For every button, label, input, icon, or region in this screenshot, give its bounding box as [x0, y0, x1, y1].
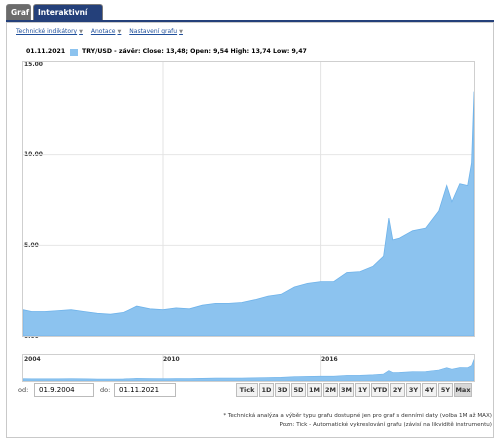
- note-tick: Pozn: Tick - Automatické vykreslování gr…: [279, 422, 492, 428]
- to-date-input[interactable]: 01.11.2021: [114, 383, 176, 397]
- range-button-max[interactable]: Max: [454, 383, 472, 397]
- range-button-3y[interactable]: 3Y: [406, 383, 421, 397]
- price-chart[interactable]: [22, 61, 475, 337]
- chart-panel: [6, 22, 494, 438]
- chart-settings-label: Nastavení grafu: [129, 28, 178, 35]
- to-label: do:: [100, 386, 111, 394]
- technical-indicators-menu[interactable]: Technické indikátory ▼: [16, 28, 83, 35]
- chevron-down-icon: ▼: [79, 29, 83, 35]
- range-button-4y[interactable]: 4Y: [422, 383, 437, 397]
- y-tick-label: 15.00: [24, 61, 43, 68]
- navigator-label: 2010: [163, 356, 180, 363]
- price-chart-svg: [22, 62, 475, 337]
- range-button-3m[interactable]: 3M: [339, 383, 354, 397]
- chevron-down-icon: ▼: [179, 29, 183, 35]
- range-button-1y[interactable]: 1Y: [355, 383, 370, 397]
- range-button-5y[interactable]: 5Y: [438, 383, 453, 397]
- legend-series-text: TRY/USD - závěr: Close: 13,48; Open: 9,5…: [82, 48, 307, 55]
- chevron-down-icon: ▼: [117, 29, 122, 35]
- chart-toolbar: Technické indikátory ▼ Anotace ▼ Nastavení…: [16, 28, 189, 40]
- navigator[interactable]: [22, 354, 475, 382]
- navigator-svg: [22, 355, 475, 382]
- range-button-2m[interactable]: 2M: [323, 383, 338, 397]
- range-button-5d[interactable]: 5D: [291, 383, 306, 397]
- range-button-1d[interactable]: 1D: [259, 383, 274, 397]
- annotations-label: Anotace: [90, 28, 116, 35]
- tab-graf[interactable]: Graf: [6, 4, 31, 20]
- range-button-tick[interactable]: Tick: [236, 383, 258, 397]
- tab-interactive-chart[interactable]: Interaktivní graf: [33, 4, 103, 33]
- range-button-1m[interactable]: 1M: [307, 383, 322, 397]
- from-label: od:: [18, 386, 29, 394]
- tab-underline: [6, 20, 494, 22]
- annotations-menu[interactable]: Anotace ▼: [91, 28, 121, 35]
- chart-settings-menu[interactable]: Nastavení grafu ▼: [129, 28, 183, 35]
- legend-swatch: [70, 49, 78, 56]
- range-button-2y[interactable]: 2Y: [390, 383, 405, 397]
- from-date-input[interactable]: 01.9.2004: [34, 383, 94, 397]
- note-technical-analysis: * Technická analýza a výběr typu grafu d…: [223, 413, 492, 419]
- range-button-3d[interactable]: 3D: [275, 383, 290, 397]
- legend-date: 01.11.2021: [26, 48, 66, 55]
- navigator-label: 2004: [24, 356, 41, 363]
- technical-indicators-label: Technické indikátory: [16, 28, 78, 35]
- range-buttons: Tick 1D 3D 5D 1M 2M 3M 1Y YTD 2Y 3Y 4Y 5Y Max: [236, 383, 473, 397]
- price-area-series: [22, 91, 475, 337]
- navigator-series: [22, 359, 475, 382]
- navigator-label: 2016: [321, 356, 338, 363]
- range-button-ytd[interactable]: YTD: [371, 383, 389, 397]
